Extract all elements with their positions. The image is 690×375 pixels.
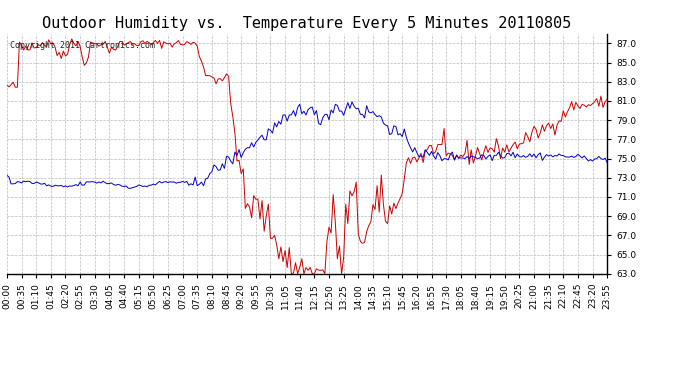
Text: Copyright 2011 Cartronics.com: Copyright 2011 Cartronics.com	[10, 41, 155, 50]
Title: Outdoor Humidity vs.  Temperature Every 5 Minutes 20110805: Outdoor Humidity vs. Temperature Every 5…	[42, 16, 572, 31]
